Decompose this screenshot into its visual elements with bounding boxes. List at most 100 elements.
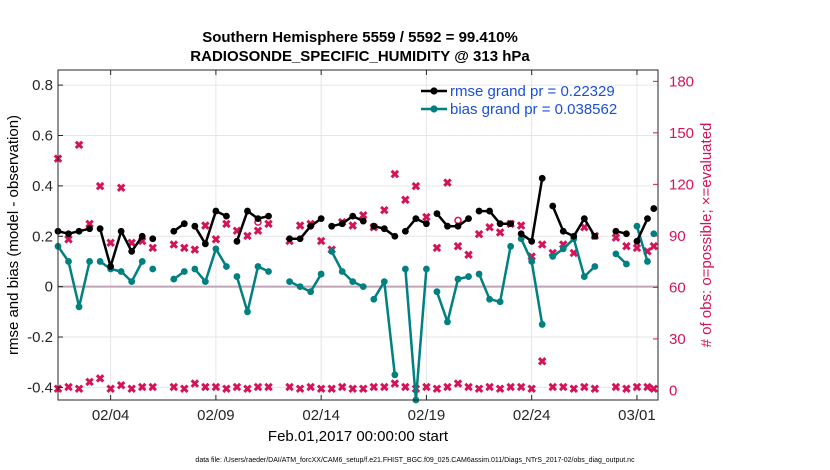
- obs-evaluated-marker: [148, 243, 157, 253]
- x-tick-label: 02/09: [197, 407, 235, 424]
- obs-x-stroke: [211, 382, 221, 392]
- obs-count-marker: [243, 384, 252, 393]
- rmse-point: [623, 230, 630, 238]
- obs-x-stroke: [516, 382, 526, 392]
- bias-point: [359, 283, 367, 291]
- obs-evaluated-marker: [295, 221, 305, 230]
- obs-x-stroke: [537, 356, 547, 366]
- obs-count-marker: [527, 384, 536, 393]
- rmse-line-segment: [57, 227, 90, 235]
- rmse-point: [423, 220, 430, 228]
- obs-count-marker: [537, 356, 547, 366]
- rmse-point: [591, 232, 599, 240]
- rmse-point: [580, 215, 588, 223]
- legend-bias-marker: [430, 105, 438, 113]
- obs-x-stroke: [422, 212, 431, 222]
- obs-x-stroke: [243, 231, 252, 241]
- obs-evaluated-marker: [180, 243, 189, 253]
- rmse-point: [370, 222, 378, 230]
- obs-evaluated-marker: [253, 226, 263, 235]
- rmse-point: [265, 212, 272, 220]
- obs-x-stroke: [201, 382, 210, 392]
- obs-evaluated-marker: [401, 195, 410, 205]
- obs-x-stroke: [401, 382, 410, 392]
- obs-x-stroke: [285, 382, 294, 392]
- obs-x-stroke: [222, 219, 231, 229]
- obs-count-marker: [85, 377, 94, 387]
- obs-count-marker: [137, 382, 147, 392]
- obs-x-stroke: [590, 384, 600, 393]
- obs-x-stroke: [464, 382, 473, 392]
- obs-evaluated-marker: [495, 228, 505, 237]
- x-tick-label: 02/19: [408, 407, 446, 424]
- obs-x-stroke: [643, 382, 652, 392]
- obs-x-stroke: [306, 382, 315, 392]
- obs-markers: [53, 140, 659, 393]
- obs-evaluated-marker: [316, 236, 326, 246]
- obs-count-marker: [453, 379, 463, 388]
- obs-count-marker: [106, 384, 115, 393]
- obs-count-marker: [359, 384, 368, 393]
- rmse-point: [96, 225, 104, 233]
- obs-x-stroke: [106, 238, 115, 248]
- bias-point: [307, 288, 315, 296]
- rmse-point: [338, 220, 346, 228]
- obs-count-marker: [95, 374, 105, 383]
- obs-x-stroke: [64, 382, 73, 392]
- rmse-point: [349, 212, 357, 220]
- obs-x-stroke: [443, 382, 452, 392]
- rmse-line-segment: [331, 214, 364, 228]
- obs-evaluated-marker: [390, 169, 400, 179]
- bias-point: [633, 222, 641, 230]
- obs-x-stroke: [295, 221, 305, 230]
- obs-x-stroke: [169, 382, 179, 392]
- bias-point: [65, 258, 72, 265]
- bias-point: [623, 260, 630, 268]
- rmse-point: [549, 202, 557, 210]
- obs-evaluated-marker: [485, 223, 494, 232]
- obs-count-marker: [495, 384, 505, 393]
- obs-x-stroke: [485, 223, 494, 232]
- obs-x-stroke: [232, 226, 242, 235]
- obs-x-stroke: [432, 384, 442, 393]
- obs-x-stroke: [264, 382, 273, 392]
- obs-x-stroke: [337, 382, 347, 392]
- bias-line-segment: [289, 273, 323, 293]
- obs-count-marker: [180, 384, 189, 393]
- chart-subtitle: RADIOSONDE_SPECIFIC_HUMIDITY @ 313 hPa: [190, 48, 530, 65]
- bias-line-segment: [235, 265, 270, 314]
- obs-count-marker: [622, 384, 631, 393]
- y-tick-label: -0.4: [27, 379, 53, 396]
- rmse-point: [507, 220, 515, 228]
- rmse-line-segment: [193, 209, 227, 246]
- rmse-point: [191, 222, 199, 230]
- obs-evaluated-marker: [211, 235, 221, 244]
- y-axis-right-label: # of obs: o=possible; ×=evaluated: [698, 123, 715, 348]
- rmse-line-segment: [435, 212, 470, 228]
- obs-x-stroke: [495, 228, 505, 237]
- ticks-layer: 02/04 02/09 02/14 02/19 02/24 03/01 -0.4 -0.2 0 0…: [27, 70, 694, 424]
- rmse-point: [65, 230, 72, 238]
- bias-point: [380, 278, 388, 286]
- bias-point: [349, 278, 357, 286]
- obs-x-stroke: [253, 382, 263, 392]
- obs-x-stroke: [85, 377, 94, 387]
- bias-point: [128, 278, 136, 286]
- obs-count-marker: [506, 382, 515, 392]
- obs-count-marker: [401, 382, 410, 392]
- bias-point: [75, 303, 83, 311]
- bias-line-segment: [330, 250, 364, 288]
- rmse-point: [75, 227, 83, 235]
- obs-count-marker: [580, 382, 589, 392]
- rmse-line-segment: [479, 209, 511, 225]
- y-right-tick-label: 180: [669, 73, 694, 90]
- obs-x-stroke: [211, 235, 221, 244]
- bias-line-segment: [477, 246, 512, 304]
- obs-x-stroke: [74, 384, 84, 393]
- obs-evaluated-marker: [169, 240, 179, 249]
- bias-point: [644, 258, 651, 265]
- obs-x-stroke: [580, 223, 589, 232]
- obs-count-marker: [337, 382, 347, 392]
